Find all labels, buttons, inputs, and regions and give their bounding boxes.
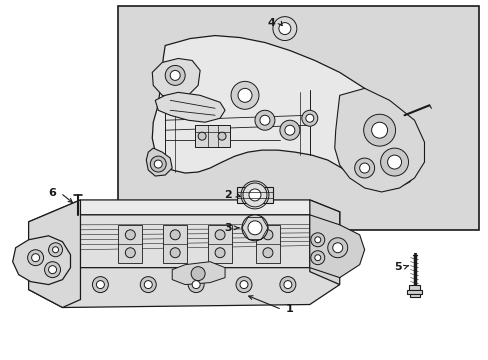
Circle shape xyxy=(215,248,224,258)
Bar xyxy=(255,225,279,263)
Circle shape xyxy=(218,132,225,140)
Circle shape xyxy=(52,247,59,253)
Circle shape xyxy=(279,120,299,140)
Text: 6: 6 xyxy=(48,188,57,198)
Circle shape xyxy=(247,221,262,235)
Circle shape xyxy=(32,254,40,262)
Circle shape xyxy=(154,160,162,168)
Circle shape xyxy=(243,183,266,207)
Text: 5: 5 xyxy=(393,262,401,272)
Polygon shape xyxy=(29,200,339,237)
Circle shape xyxy=(310,233,324,247)
Circle shape xyxy=(48,266,57,274)
Circle shape xyxy=(140,276,156,293)
Circle shape xyxy=(354,158,374,178)
Polygon shape xyxy=(146,148,172,176)
Circle shape xyxy=(260,115,269,125)
Circle shape xyxy=(248,189,261,201)
Circle shape xyxy=(314,255,320,261)
Bar xyxy=(406,289,422,293)
Bar xyxy=(195,125,229,147)
Circle shape xyxy=(191,267,204,280)
Text: 4: 4 xyxy=(267,18,275,28)
Polygon shape xyxy=(29,268,339,307)
Bar xyxy=(118,6,478,230)
Circle shape xyxy=(230,81,259,109)
Circle shape xyxy=(380,148,407,176)
Polygon shape xyxy=(152,36,419,190)
Circle shape xyxy=(332,243,342,253)
Polygon shape xyxy=(172,262,224,285)
Polygon shape xyxy=(155,92,224,122)
Polygon shape xyxy=(29,200,81,307)
Circle shape xyxy=(272,17,296,41)
Circle shape xyxy=(363,114,395,146)
Circle shape xyxy=(150,156,166,172)
Circle shape xyxy=(96,280,104,289)
Polygon shape xyxy=(334,88,424,192)
Circle shape xyxy=(144,280,152,289)
Circle shape xyxy=(314,237,320,243)
Circle shape xyxy=(215,230,224,240)
Circle shape xyxy=(240,280,247,289)
Circle shape xyxy=(92,276,108,293)
Circle shape xyxy=(279,276,295,293)
Circle shape xyxy=(242,215,267,241)
Bar xyxy=(208,225,232,263)
Circle shape xyxy=(188,276,203,293)
Circle shape xyxy=(387,155,401,169)
Circle shape xyxy=(125,248,135,258)
Bar xyxy=(407,285,420,289)
Polygon shape xyxy=(29,215,339,289)
Polygon shape xyxy=(309,215,364,278)
Circle shape xyxy=(192,280,200,289)
Bar xyxy=(118,225,142,263)
Circle shape xyxy=(198,132,205,140)
Circle shape xyxy=(48,243,62,257)
Circle shape xyxy=(305,114,313,122)
Circle shape xyxy=(27,250,43,266)
Circle shape xyxy=(263,230,272,240)
Circle shape xyxy=(170,230,180,240)
Polygon shape xyxy=(13,236,70,285)
Circle shape xyxy=(236,276,251,293)
Circle shape xyxy=(165,66,185,85)
Circle shape xyxy=(278,23,290,35)
Circle shape xyxy=(170,248,180,258)
Circle shape xyxy=(254,110,274,130)
Circle shape xyxy=(238,88,251,102)
Bar xyxy=(408,293,419,297)
Polygon shape xyxy=(152,58,200,98)
Circle shape xyxy=(125,230,135,240)
Circle shape xyxy=(327,238,347,258)
Circle shape xyxy=(285,125,294,135)
Polygon shape xyxy=(237,187,272,203)
Circle shape xyxy=(359,163,369,173)
Polygon shape xyxy=(309,200,339,285)
Circle shape xyxy=(44,262,61,278)
Bar xyxy=(163,225,187,263)
Circle shape xyxy=(301,110,317,126)
Circle shape xyxy=(170,71,180,80)
Text: 3: 3 xyxy=(224,223,231,233)
Circle shape xyxy=(371,122,387,138)
Circle shape xyxy=(310,251,324,265)
Text: 1: 1 xyxy=(285,305,293,315)
Circle shape xyxy=(284,280,291,289)
Text: 2: 2 xyxy=(224,190,231,200)
Circle shape xyxy=(263,248,272,258)
